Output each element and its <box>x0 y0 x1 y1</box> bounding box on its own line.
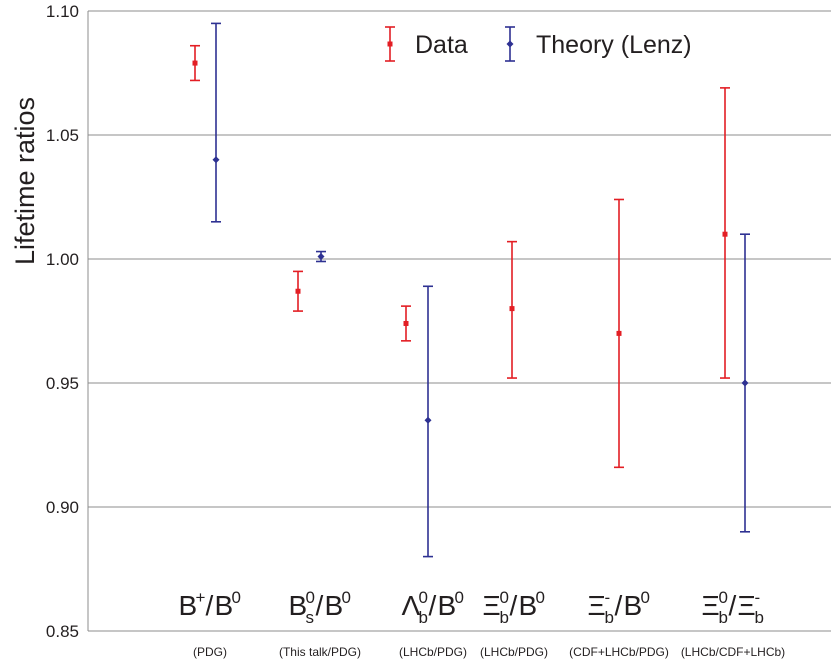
svg-text:Ξ: Ξ <box>588 590 606 621</box>
svg-text:+: + <box>196 588 206 607</box>
svg-text:0: 0 <box>232 588 241 607</box>
svg-text:b: b <box>755 608 764 627</box>
legend-item: Theory (Lenz) <box>505 26 692 62</box>
svg-text:B: B <box>215 590 234 621</box>
svg-text:0: 0 <box>719 588 728 607</box>
svg-text:B: B <box>325 590 344 621</box>
svg-text:/: / <box>206 590 214 621</box>
category-source-label: (LHCb/PDG) <box>480 645 548 659</box>
category-label: B0s / B0(This talk/PDG) <box>279 588 361 659</box>
svg-text:0: 0 <box>500 588 509 607</box>
series-theory <box>211 22 750 558</box>
category-source-label: (CDF+LHCb/PDG) <box>569 645 669 659</box>
category-source-label: (LHCb/CDF+LHCb) <box>681 645 785 659</box>
svg-text:B: B <box>438 590 457 621</box>
svg-text:s: s <box>306 608 315 627</box>
y-tick-label: 0.95 <box>46 374 79 393</box>
svg-text:b: b <box>605 608 614 627</box>
svg-text:-: - <box>605 588 611 607</box>
svg-text:0: 0 <box>306 588 315 607</box>
svg-text:B: B <box>179 590 198 621</box>
legend-item: Data <box>385 26 468 62</box>
data-point <box>295 288 301 294</box>
svg-text:/: / <box>729 590 737 621</box>
theory-point <box>741 379 749 387</box>
y-axis: 0.85 0.90 0.95 1.00 1.05 1.10 <box>46 2 89 641</box>
legend-label: Data <box>415 31 468 59</box>
svg-text:b: b <box>419 608 428 627</box>
series-data <box>190 44 730 469</box>
category-label: B+ / B0(PDG) <box>179 588 241 659</box>
series-layer <box>190 22 750 558</box>
theory-point <box>424 416 432 424</box>
data-point <box>722 231 728 237</box>
svg-text:Ξ: Ξ <box>702 590 720 621</box>
svg-text:/: / <box>316 590 324 621</box>
svg-text:0: 0 <box>455 588 464 607</box>
category-source-label: (This talk/PDG) <box>279 645 361 659</box>
category-label: Ξ0b / Ξ-b(LHCb/CDF+LHCb) <box>681 588 785 659</box>
svg-text:B: B <box>624 590 643 621</box>
category-label: Ξ0b / B0(LHCb/PDG) <box>480 588 548 659</box>
y-tick-label: 0.85 <box>46 622 79 641</box>
svg-text:B: B <box>289 590 308 621</box>
svg-text:/: / <box>615 590 623 621</box>
y-tick-label: 0.90 <box>46 498 79 517</box>
svg-text:0: 0 <box>641 588 650 607</box>
category-source-label: (PDG) <box>193 645 227 659</box>
data-point <box>403 320 409 326</box>
svg-text:Λ: Λ <box>402 590 421 621</box>
svg-text:Ξ: Ξ <box>483 590 501 621</box>
svg-text:-: - <box>755 588 761 607</box>
theory-point <box>317 253 325 261</box>
category-source-label: (LHCb/PDG) <box>399 645 467 659</box>
svg-text:0: 0 <box>342 588 351 607</box>
y-tick-label: 1.00 <box>46 250 79 269</box>
svg-text:Ξ: Ξ <box>738 590 756 621</box>
svg-text:/: / <box>510 590 518 621</box>
legend: Data Theory (Lenz) <box>385 26 692 62</box>
svg-text:0: 0 <box>419 588 428 607</box>
svg-text:B: B <box>519 590 538 621</box>
data-point <box>616 330 622 336</box>
y-tick-label: 1.05 <box>46 126 79 145</box>
category-label: Λ0b / B0(LHCb/PDG) <box>399 588 467 659</box>
gridlines <box>88 10 831 632</box>
category-labels: B+ / B0(PDG)B0s / B0(This talk/PDG)Λ0b / B0(LH… <box>179 588 786 659</box>
legend-label: Theory (Lenz) <box>536 31 692 59</box>
y-axis-title: Lifetime ratios <box>10 97 40 265</box>
data-point <box>509 306 515 312</box>
data-point <box>192 60 198 66</box>
category-label: Ξ-b / B0 (CDF+LHCb/PDG) <box>569 588 669 659</box>
svg-text:b: b <box>719 608 728 627</box>
theory-point <box>212 156 220 164</box>
svg-text:b: b <box>500 608 509 627</box>
svg-text:/: / <box>429 590 437 621</box>
y-tick-label: 1.10 <box>46 2 79 21</box>
svg-text:0: 0 <box>536 588 545 607</box>
